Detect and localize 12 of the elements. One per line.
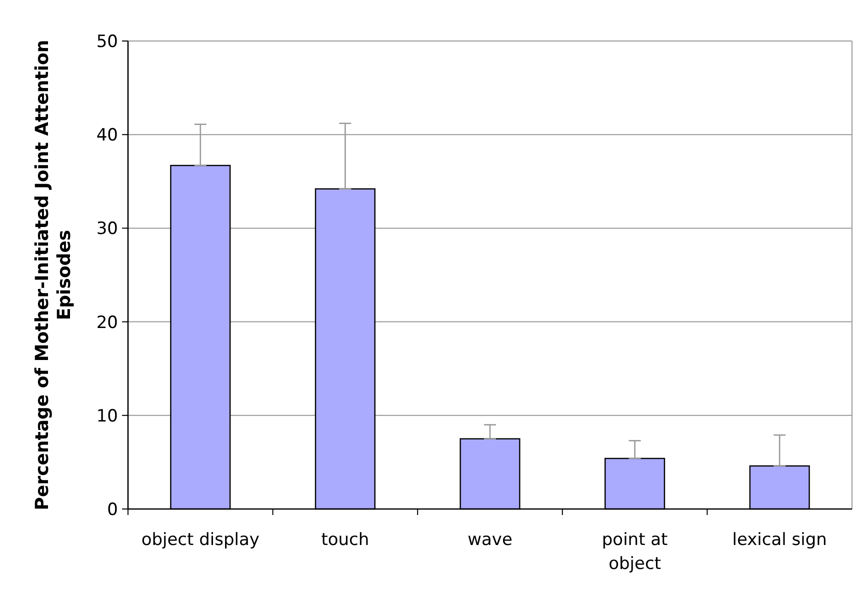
y-tick-label: 20 bbox=[96, 312, 118, 333]
x-tick-label: touch bbox=[321, 530, 370, 550]
x-tick-label: lexical sign bbox=[732, 530, 827, 550]
y-tick-label: 40 bbox=[96, 126, 118, 146]
x-tick-label: object display bbox=[141, 530, 260, 550]
x-tick-label: wave bbox=[468, 530, 512, 550]
y-tick-label: 10 bbox=[96, 406, 118, 426]
y-tick-label: 30 bbox=[96, 219, 118, 240]
y-tick-label: 0 bbox=[107, 500, 118, 520]
x-tick-label: point at object bbox=[602, 530, 668, 574]
y-axis-title: Percentage of Mother-Initiated Joint Attention Episodes bbox=[32, 40, 75, 510]
y-tick-label: 50 bbox=[96, 32, 118, 52]
